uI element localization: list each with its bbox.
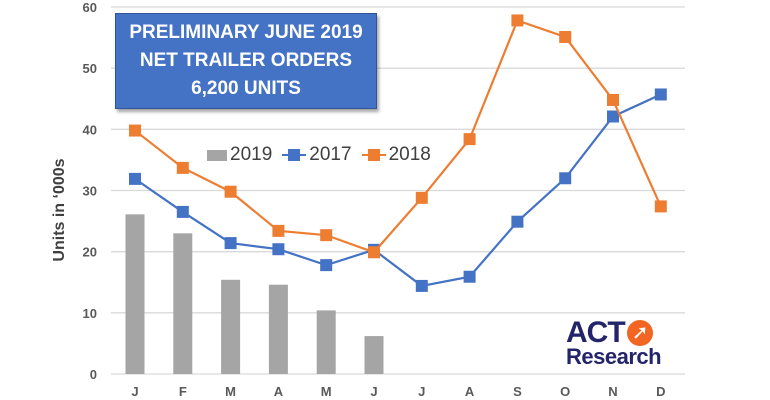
legend-label: 2017 <box>309 144 352 165</box>
x-tick-label: S <box>513 384 522 399</box>
square-marker-icon <box>559 172 572 185</box>
square-marker-icon <box>176 205 189 218</box>
square-marker-icon <box>320 259 333 272</box>
legend-item-2019: 2019 <box>207 144 272 166</box>
bar <box>268 284 288 374</box>
square-marker-icon <box>607 110 619 123</box>
x-tick-label: O <box>560 384 570 399</box>
x-tick-label: M <box>225 384 236 399</box>
bar <box>221 279 241 374</box>
x-tick-label: N <box>608 384 617 399</box>
square-marker-icon <box>272 243 285 256</box>
legend: 2019 2017 2018 <box>207 144 431 166</box>
bar <box>316 310 336 374</box>
line-marker-swatch-icon <box>361 149 386 161</box>
line-series <box>129 14 667 292</box>
y-tick-label: 20 <box>83 245 97 260</box>
square-marker-icon <box>176 161 189 174</box>
legend-item-2018: 2018 <box>361 144 431 166</box>
legend-item-2017: 2017 <box>282 144 352 166</box>
square-marker-icon <box>415 279 428 292</box>
title-line-3: 6,200 UNITS <box>191 78 301 99</box>
square-marker-icon <box>654 88 667 101</box>
arrow-up-right-icon: ➚ <box>626 320 653 346</box>
x-tick-label: F <box>179 384 187 399</box>
square-marker-icon <box>654 200 667 213</box>
line-marker-swatch-icon <box>282 149 307 161</box>
square-marker-icon <box>511 14 524 27</box>
y-tick-label: 0 <box>90 367 97 382</box>
square-marker-icon <box>463 133 476 146</box>
square-marker-icon <box>463 270 476 283</box>
x-tick-label: A <box>274 384 284 399</box>
square-marker-icon <box>511 215 524 228</box>
title-line-1: PRELIMINARY JUNE 2019 <box>129 22 363 43</box>
square-marker-icon <box>415 191 428 204</box>
y-tick-label: 10 <box>83 306 97 321</box>
x-tick-label: A <box>465 384 475 399</box>
square-marker-icon <box>559 30 572 43</box>
square-marker-icon <box>320 229 333 242</box>
bar <box>173 233 193 374</box>
bars-2019 <box>125 214 384 374</box>
act-research-logo: ACT ➚ Research <box>566 316 676 369</box>
x-tick-label: J <box>418 384 425 399</box>
bar-swatch-icon <box>207 149 227 161</box>
square-marker-icon <box>129 172 141 185</box>
square-marker-icon <box>272 224 285 237</box>
y-axis-ticks: 0 10 20 30 40 50 60 <box>83 0 97 382</box>
x-tick-label: J <box>131 384 138 399</box>
y-tick-label: 50 <box>83 61 97 76</box>
logo-research-text: Research <box>566 344 662 369</box>
logo-act-text: ACT <box>566 316 626 349</box>
legend-label: 2019 <box>230 144 273 165</box>
legend-label: 2018 <box>388 144 431 165</box>
title-line-2: NET TRAILER ORDERS <box>139 50 353 71</box>
square-marker-icon <box>224 237 237 250</box>
line-2017 <box>134 93 662 288</box>
square-marker-icon <box>607 93 619 106</box>
bar <box>364 336 384 374</box>
x-tick-label: J <box>370 384 377 399</box>
square-marker-icon <box>368 246 380 259</box>
line-2018 <box>134 19 662 254</box>
x-tick-label: M <box>321 384 332 399</box>
y-tick-label: 30 <box>83 184 97 199</box>
square-marker-icon <box>129 124 141 137</box>
chart-title-box: PRELIMINARY JUNE 2019 NET TRAILER ORDERS… <box>115 13 377 109</box>
logo-act: ACT ➚ <box>566 316 676 349</box>
y-axis-label: Units in ‘000s <box>51 158 68 262</box>
y-tick-label: 40 <box>83 122 97 137</box>
y-tick-label: 60 <box>83 0 97 15</box>
square-marker-icon <box>224 185 237 198</box>
bar <box>125 214 145 374</box>
x-tick-label: D <box>656 384 665 399</box>
